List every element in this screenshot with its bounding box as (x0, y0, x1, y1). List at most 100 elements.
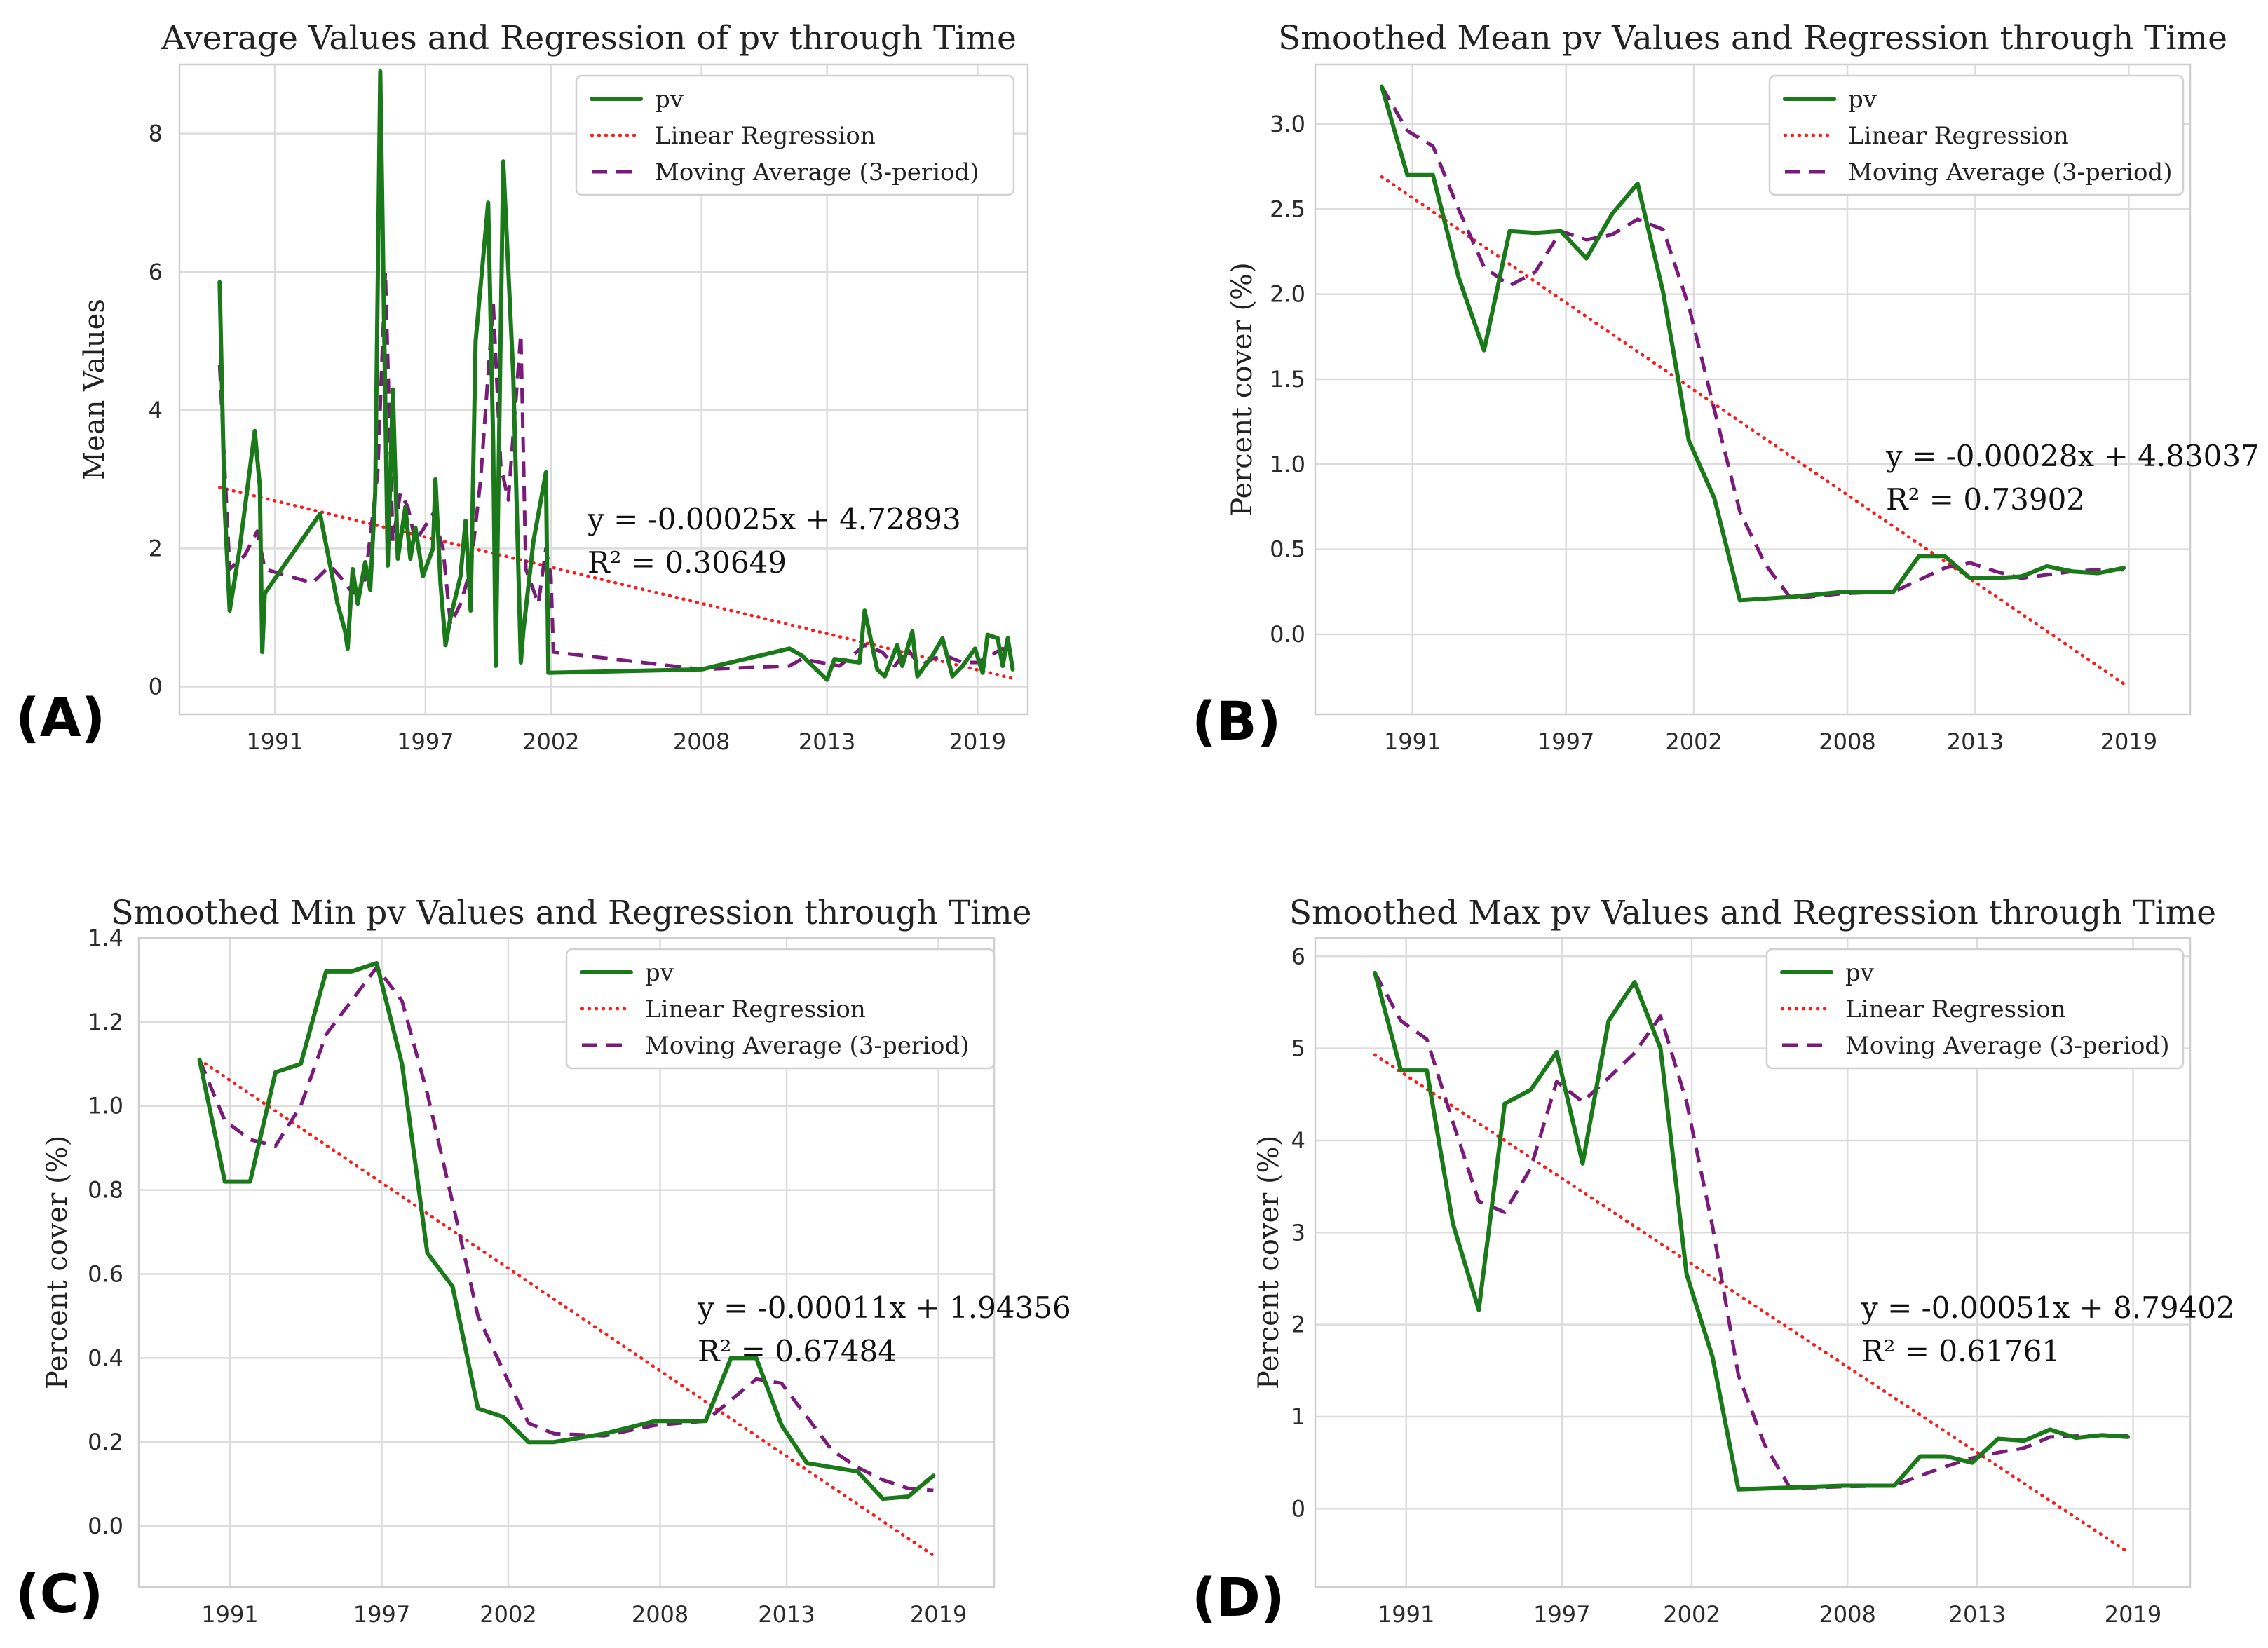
r-squared: R² = 0.67484 (698, 1334, 897, 1368)
x-tick-label: 2013 (1949, 1601, 2006, 1628)
y-axis-label: Percent cover (%) (1253, 1136, 1285, 1389)
series-line-solid (217, 69, 1015, 682)
y-tick-label: 1.2 (88, 1009, 123, 1035)
series-line-dotted (198, 1058, 935, 1558)
r-squared: R² = 0.61761 (1861, 1334, 2060, 1368)
legend: pv Linear Regression Moving Average (3-per… (1765, 948, 2185, 1070)
legend-box (1768, 74, 2185, 196)
series-line-solid (1379, 84, 2126, 603)
plot-frame (1314, 63, 2192, 716)
x-tick-label: 1991 (246, 728, 303, 755)
y-tick-label: 8 (149, 121, 163, 147)
chart-panel-0: 1991 1997 2002 2008 2013 2019 0 2 4 6 8 Average Val… (15, 19, 1029, 755)
legend-label: Moving Average (3-period) (645, 1032, 969, 1060)
series-line-dotted (1380, 175, 2126, 686)
y-tick-label: 2 (149, 535, 163, 561)
x-tick-label: 2008 (1819, 728, 1875, 755)
y-axis-label: Percent cover (%) (1226, 262, 1258, 516)
panel-label: (B) (1192, 690, 1281, 752)
chart-panel-1: 1991 1997 2002 2008 2013 2019 0.0 0.5 1.0 1.5 2.0 2… (1192, 19, 2260, 755)
y-tick-label: 3.0 (1270, 111, 1305, 137)
regression-equation: y = -0.00051x + 8.79402 (1861, 1291, 2235, 1325)
legend-label: Linear Regression (645, 995, 866, 1023)
regression-equation: y = -0.00028x + 4.83037 (1885, 439, 2260, 473)
x-tick-label: 2019 (910, 1601, 967, 1628)
regression-equation: y = -0.00011x + 1.94356 (697, 1291, 1071, 1325)
y-tick-label: 0 (1291, 1495, 1305, 1522)
y-tick-label: 0.0 (88, 1513, 123, 1539)
legend-box (1765, 948, 2185, 1070)
x-tick-label: 1997 (1533, 1601, 1590, 1628)
y-tick-label: 6 (149, 259, 163, 285)
y-axis-label: Percent cover (%) (41, 1136, 74, 1389)
chart-title: Average Values and Regression of pv thro… (161, 19, 1017, 57)
legend: pv Linear Regression Moving Average (3-per… (1768, 74, 2185, 196)
chart-title: Smoothed Min pv Values and Regression th… (111, 894, 1031, 932)
chart-panel-3: 1991 1997 2002 2008 2013 2019 0 1 2 3 4 5 6 Smoothed … (1192, 894, 2235, 1628)
legend-label: pv (645, 959, 674, 987)
series-line-dotted (218, 486, 1014, 680)
y-tick-label: 0 (149, 674, 163, 700)
legend-label: Linear Regression (655, 122, 876, 150)
series-line-dotted (1373, 1053, 2130, 1554)
y-tick-label: 0.8 (88, 1177, 123, 1204)
y-tick-label: 4 (1291, 1127, 1305, 1154)
x-tick-label: 2013 (799, 728, 855, 755)
legend-label: Moving Average (3-period) (655, 158, 979, 186)
panel-label: (A) (15, 686, 105, 749)
x-tick-label: 1991 (1384, 728, 1441, 755)
legend-label: Linear Regression (1848, 122, 2069, 150)
y-tick-label: 6 (1291, 943, 1305, 969)
x-tick-label: 2008 (1819, 1601, 1875, 1628)
r-squared: R² = 0.73902 (1886, 482, 2085, 517)
legend: pv Linear Regression Moving Average (3-per… (565, 948, 996, 1070)
x-tick-label: 2019 (2105, 1601, 2161, 1628)
y-tick-label: 2.5 (1270, 196, 1305, 222)
plot-frame (178, 63, 1029, 716)
series-line-solid (1373, 970, 2131, 1492)
legend-box (565, 948, 996, 1070)
plot-frame (137, 937, 996, 1588)
y-tick-label: 1.5 (1270, 366, 1305, 393)
x-tick-label: 2002 (1665, 728, 1722, 755)
legend-label: pv (1845, 959, 1875, 987)
y-tick-label: 1.0 (88, 1093, 123, 1119)
x-tick-label: 2013 (1947, 728, 2004, 755)
y-tick-label: 0.2 (88, 1429, 123, 1455)
x-tick-label: 2008 (632, 1601, 688, 1628)
plot-frame (1314, 937, 2192, 1588)
legend: pv Linear Regression Moving Average (3-per… (575, 74, 1015, 196)
y-tick-label: 5 (1291, 1035, 1305, 1062)
y-tick-label: 2.0 (1270, 281, 1305, 308)
r-squared: R² = 0.30649 (588, 545, 787, 580)
x-tick-label: 2002 (522, 728, 579, 755)
series-line-dashed (1380, 86, 2124, 601)
x-tick-label: 2019 (949, 728, 1006, 755)
panel-label: (C) (15, 1562, 103, 1625)
legend-label: pv (655, 86, 684, 114)
y-tick-label: 0.4 (88, 1344, 123, 1371)
series-line-dashed (198, 965, 934, 1492)
y-tick-label: 0.6 (88, 1260, 123, 1287)
y-tick-label: 2 (1291, 1312, 1305, 1338)
x-tick-label: 1997 (353, 1601, 410, 1628)
series-line-solid (197, 961, 936, 1501)
x-tick-label: 2002 (480, 1601, 536, 1628)
chart-title: Smoothed Max pv Values and Regression th… (1289, 894, 2216, 932)
y-tick-label: 1 (1291, 1403, 1305, 1430)
y-tick-label: 1.0 (1270, 451, 1305, 477)
x-tick-label: 1997 (1537, 728, 1594, 755)
chart-panel-2: 1991 1997 2002 2008 2013 2019 0.0 0.2 0.4 0.6 0.8 1… (15, 894, 1071, 1628)
y-tick-label: 3 (1291, 1219, 1305, 1246)
y-tick-label: 0.5 (1270, 536, 1305, 563)
panel-label: (D) (1192, 1566, 1285, 1628)
y-tick-label: 1.4 (88, 925, 123, 951)
chart-title: Smoothed Mean pv Values and Regression t… (1278, 19, 2227, 57)
x-tick-label: 1997 (397, 728, 454, 755)
x-tick-label: 2008 (673, 728, 730, 755)
y-axis-label: Mean Values (79, 299, 111, 480)
regression-equation: y = -0.00025x + 4.72893 (587, 502, 961, 536)
legend-label: Linear Regression (1845, 995, 2066, 1023)
x-tick-label: 2019 (2100, 728, 2157, 755)
